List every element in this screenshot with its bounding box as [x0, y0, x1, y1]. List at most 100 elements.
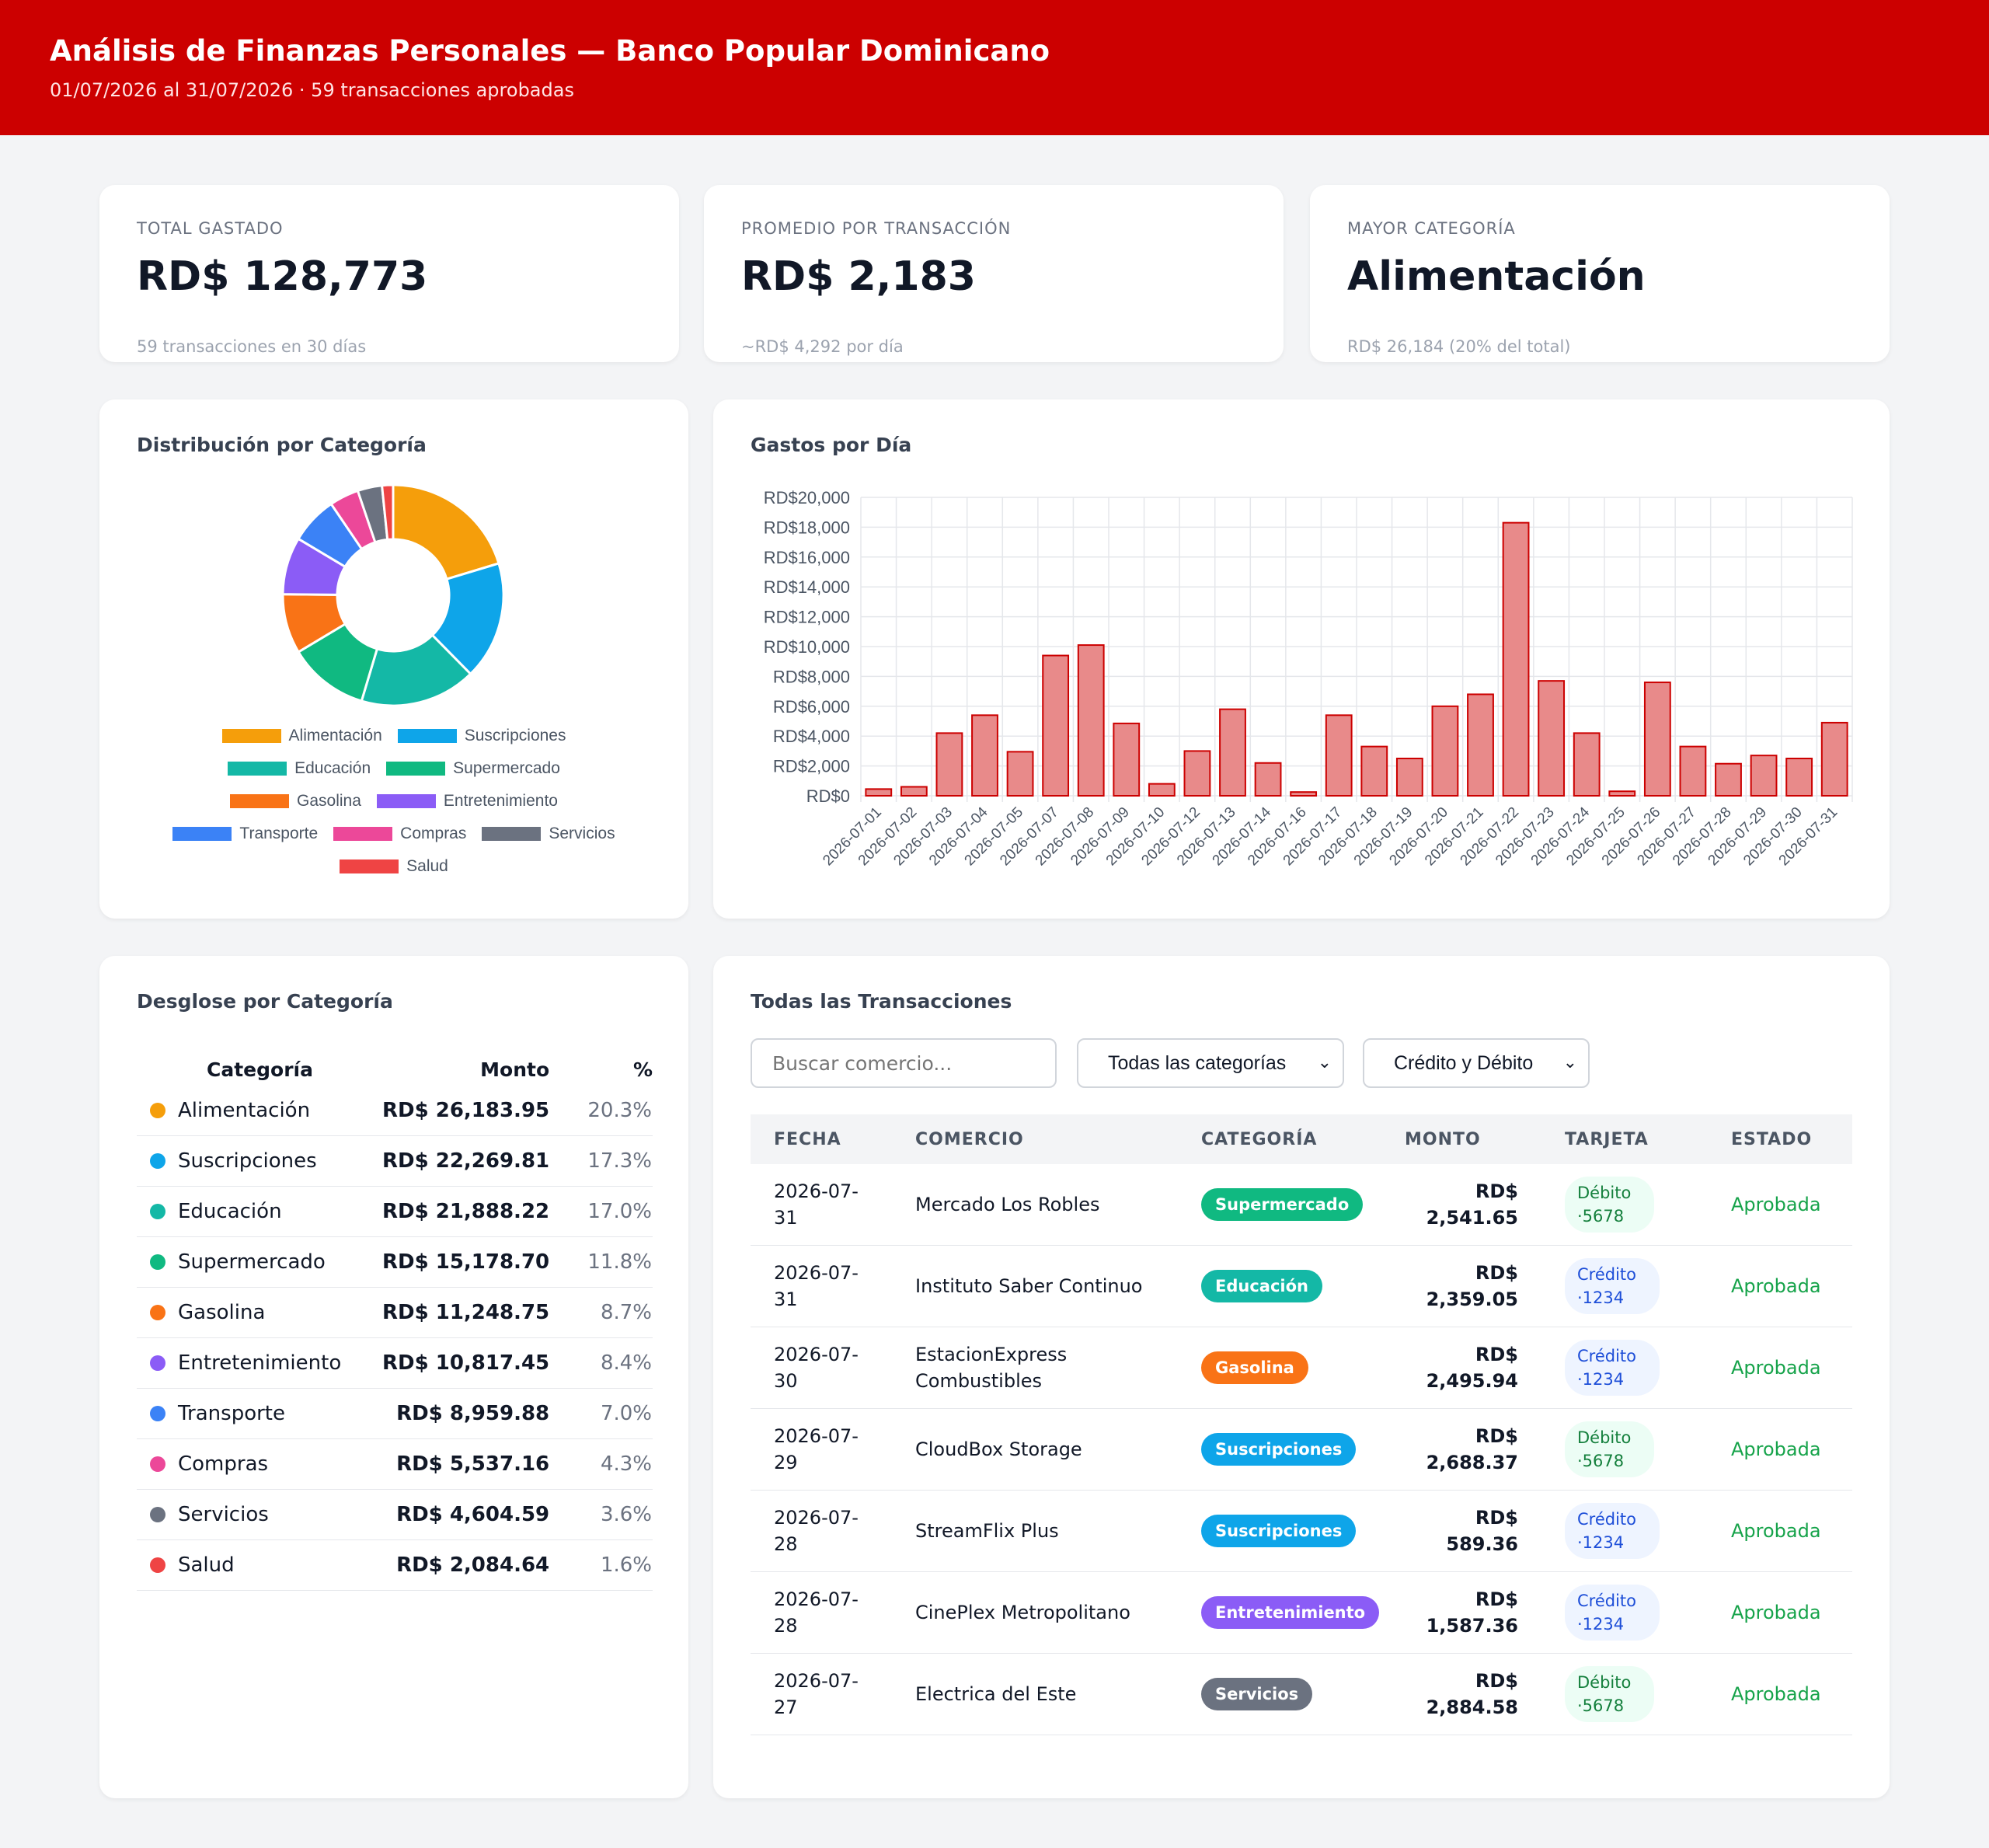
- card-title: Gastos por Día: [751, 434, 912, 456]
- kpi-label: MAYOR CATEGORÍA: [1347, 219, 1516, 238]
- category-dot: [150, 1103, 165, 1118]
- card-number: ·5678: [1577, 1452, 1625, 1470]
- table-row[interactable]: 2026-07-28 StreamFlix Plus Suscripciones RD…: [751, 1490, 1852, 1572]
- category-badge: Suscripciones: [1201, 1433, 1357, 1466]
- amount-cell: RD$ 2,541.65: [1381, 1164, 1541, 1246]
- category-cell: Supermercado: [1178, 1164, 1381, 1246]
- card-type: Crédito: [1577, 1510, 1637, 1529]
- table-row: Servicios RD$ 4,604.59 3.6%: [137, 1489, 653, 1540]
- category-amount: RD$ 11,248.75: [362, 1287, 581, 1338]
- column-header-category: Categoría: [207, 1058, 313, 1081]
- kpi-label: TOTAL GASTADO: [137, 219, 284, 238]
- table-row[interactable]: 2026-07-31 Instituto Saber Continuo Educac…: [751, 1245, 1852, 1327]
- legend-swatch: [376, 794, 436, 808]
- date-cell: 2026-07-28: [751, 1490, 892, 1572]
- kpi-label: PROMEDIO POR TRANSACCIÓN: [741, 219, 1012, 238]
- category-cell: Gasolina: [1178, 1327, 1381, 1409]
- legend-item[interactable]: Gasolina: [230, 785, 361, 818]
- merchant-cell: Electrica del Este: [892, 1653, 1178, 1735]
- table-row: Educación RD$ 21,888.22 17.0%: [137, 1186, 653, 1237]
- category-dot: [150, 1456, 165, 1472]
- category-name: Supermercado: [178, 1250, 326, 1274]
- kpi-value: RD$ 128,773: [137, 253, 428, 300]
- category-percent: 8.4%: [580, 1337, 653, 1389]
- status-cell: Aprobada: [1708, 1245, 1852, 1327]
- table-row[interactable]: 2026-07-28 CinePlex Metropolitano Entreten…: [751, 1571, 1852, 1654]
- category-percent: 17.0%: [580, 1186, 653, 1237]
- column-header-amount: Monto: [480, 1058, 550, 1081]
- category-percent: 11.8%: [580, 1236, 653, 1288]
- category-cell: Gasolina: [137, 1287, 362, 1338]
- table-row[interactable]: 2026-07-30 EstacionExpress Combustibles Ga…: [751, 1327, 1852, 1409]
- legend-label: Educación: [294, 759, 371, 777]
- amount-cell: RD$ 2,495.94: [1381, 1327, 1541, 1409]
- date-cell: 2026-07-28: [751, 1571, 892, 1654]
- table-row[interactable]: 2026-07- Débito: [751, 1735, 1852, 1744]
- chevron-down-icon: ⌄: [1562, 1052, 1577, 1072]
- status-cell: Aprobada: [1708, 1164, 1852, 1246]
- date-cell: 2026-07-27: [751, 1653, 892, 1735]
- legend-item[interactable]: Suscripciones: [397, 720, 566, 752]
- column-header-date: FECHA: [751, 1114, 892, 1164]
- category-percent: 3.6%: [580, 1489, 653, 1540]
- category-amount: RD$ 4,604.59: [362, 1489, 581, 1540]
- search-input[interactable]: [751, 1038, 1057, 1088]
- table-row: Transporte RD$ 8,959.88 7.0%: [137, 1388, 653, 1439]
- category-filter-value: Todas las categorías: [1108, 1051, 1287, 1074]
- category-badge: Educación: [1201, 1270, 1322, 1302]
- category-badge: Entretenimiento: [1201, 1596, 1380, 1629]
- legend-item[interactable]: Entretenimiento: [376, 785, 558, 818]
- legend-swatch: [333, 827, 393, 841]
- category-percent: 4.3%: [580, 1438, 653, 1490]
- category-dot: [150, 1305, 165, 1320]
- category-dot: [150, 1355, 165, 1371]
- card-cell: Crédito ·1234: [1541, 1245, 1708, 1327]
- chevron-down-icon: ⌄: [1317, 1052, 1332, 1072]
- category-cell: Salud: [137, 1539, 362, 1591]
- category-percent: 1.6%: [580, 1539, 653, 1591]
- kpi-value: Alimentación: [1347, 253, 1646, 300]
- table-header-row: Categoría Monto %: [137, 1049, 653, 1086]
- category-cell: Suscripciones: [137, 1135, 362, 1187]
- legend-item[interactable]: Alimentación: [221, 720, 382, 752]
- page-header: Análisis de Finanzas Personales — Banco …: [0, 0, 1989, 135]
- category-name: Compras: [178, 1452, 269, 1476]
- merchant-cell: StreamFlix Plus: [892, 1490, 1178, 1572]
- kpi-note: RD$ 26,184 (20% del total): [1347, 337, 1571, 356]
- card-type: Crédito: [1577, 1265, 1637, 1284]
- legend-swatch: [340, 859, 399, 873]
- card-chip: Débito ·5678: [1565, 1666, 1655, 1722]
- card-number: ·5678: [1577, 1696, 1625, 1715]
- type-filter-select[interactable]: Crédito y Débito ⌄: [1363, 1038, 1590, 1088]
- category-amount: RD$ 26,183.95: [362, 1086, 581, 1136]
- card-number: ·1234: [1577, 1533, 1625, 1552]
- legend-item[interactable]: Compras: [333, 818, 466, 850]
- category-cell: Educación: [137, 1186, 362, 1237]
- category-breakdown-card: Desglose por Categoría Categoría Monto %…: [99, 956, 688, 1798]
- category-cell: Compras: [137, 1438, 362, 1490]
- legend-item[interactable]: Transporte: [172, 818, 318, 850]
- legend-label: Supermercado: [453, 759, 560, 777]
- category-name: Transporte: [178, 1402, 285, 1425]
- table-row[interactable]: 2026-07-27 Electrica del Este Servicios RD$…: [751, 1653, 1852, 1735]
- legend-item[interactable]: Servicios: [482, 818, 615, 850]
- table-row[interactable]: 2026-07-29 CloudBox Storage Suscripciones R…: [751, 1408, 1852, 1491]
- table-row: Entretenimiento RD$ 10,817.45 8.4%: [137, 1337, 653, 1389]
- category-cell: Alimentación: [137, 1086, 362, 1136]
- legend-item[interactable]: Educación: [228, 752, 371, 785]
- legend-swatch: [386, 762, 446, 776]
- legend-swatch: [228, 762, 287, 776]
- legend-item[interactable]: Supermercado: [386, 752, 560, 785]
- transactions-scroll-area[interactable]: FECHA COMERCIO CATEGORÍA MONTO TARJETA E…: [751, 1114, 1852, 1744]
- merchant-cell: Instituto Saber Continuo: [892, 1245, 1178, 1327]
- card-title: Todas las Transacciones: [751, 990, 1012, 1013]
- kpi-value: RD$ 2,183: [741, 253, 976, 300]
- table-row[interactable]: 2026-07-31 Mercado Los Robles Supermercado…: [751, 1164, 1852, 1246]
- card-chip: Crédito ·1234: [1565, 1585, 1660, 1641]
- category-amount: RD$ 2,084.64: [362, 1539, 581, 1591]
- legend-item[interactable]: Salud: [340, 850, 448, 883]
- category-filter-select[interactable]: Todas las categorías ⌄: [1077, 1038, 1344, 1088]
- daily-spending-card: Gastos por Día: [713, 399, 1890, 919]
- category-dot: [150, 1153, 165, 1169]
- date-cell: 2026-07-: [751, 1735, 892, 1744]
